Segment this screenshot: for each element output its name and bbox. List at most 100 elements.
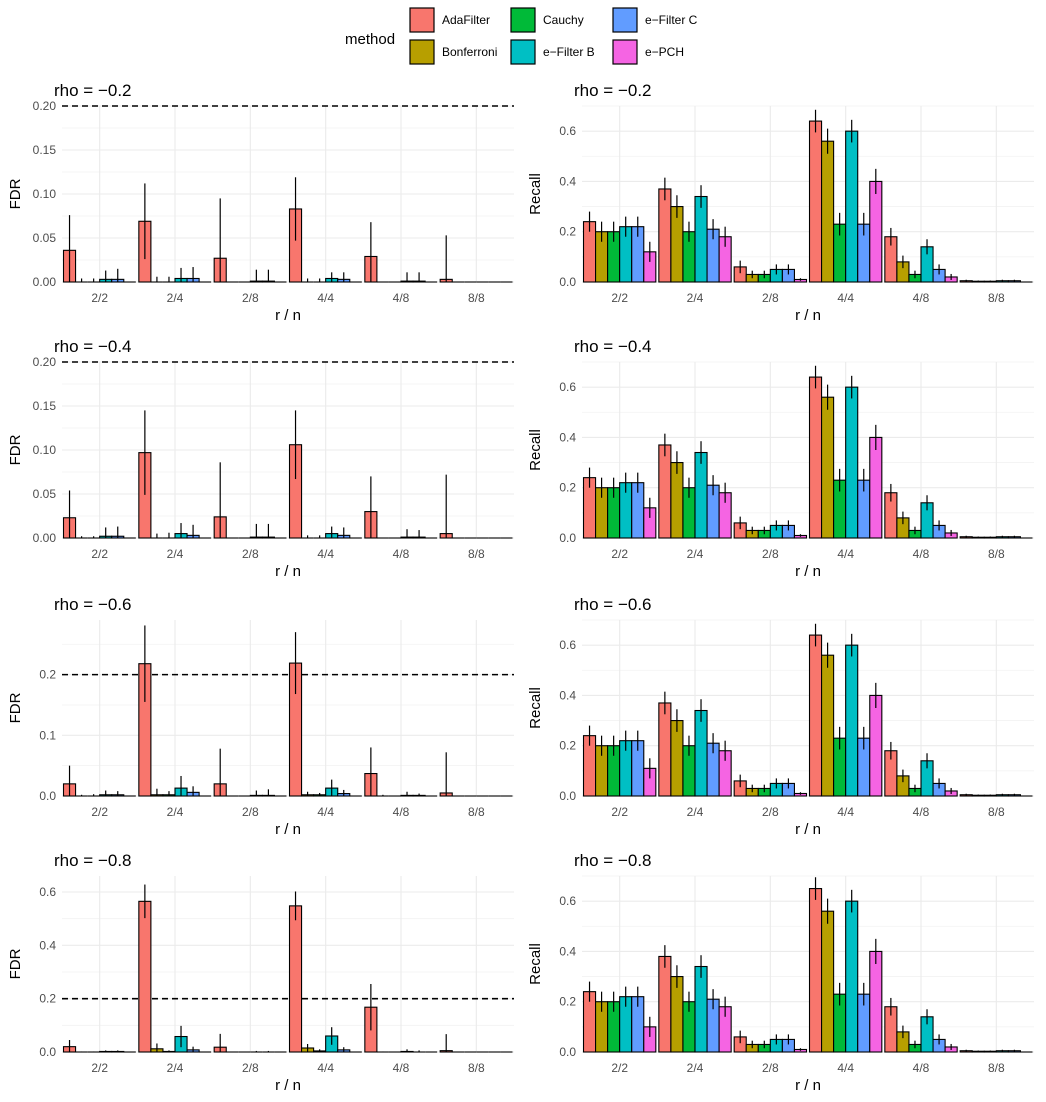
y-tick-label: 0.2 [559, 481, 576, 495]
x-tick-label: 2/2 [91, 291, 108, 305]
legend-title: method [345, 31, 395, 48]
y-tick-label: 0.6 [559, 124, 576, 138]
bar [658, 188, 672, 283]
x-tick-label: 4/4 [837, 547, 854, 561]
x-tick-label: 2/4 [167, 547, 184, 561]
y-tick-label: 0.2 [559, 225, 576, 239]
x-tick-label: 4/8 [393, 547, 410, 561]
x-axis-label: r / n [275, 1077, 301, 1094]
y-tick-label: 0.0 [559, 275, 576, 289]
x-axis-label: r / n [275, 563, 301, 580]
x-tick-label: 8/8 [468, 547, 485, 561]
legend-label: Bonferroni [442, 45, 497, 59]
x-tick-label: 2/8 [762, 291, 779, 305]
x-axis-label: r / n [275, 307, 301, 324]
x-tick-label: 4/4 [317, 291, 334, 305]
x-axis-label: r / n [795, 307, 821, 324]
y-axis-label: FDR [7, 434, 24, 465]
bar [808, 376, 823, 539]
x-tick-label: 2/2 [611, 1061, 628, 1075]
chart-title: rho = −0.2 [54, 81, 132, 100]
x-tick-label: 8/8 [988, 547, 1005, 561]
x-tick-label: 2/4 [687, 547, 704, 561]
y-tick-label: 0.0 [39, 1045, 56, 1059]
chart-panel: rho = −0.2 0.0 0.2 0.4 0.6 2/2 2/4 2/8 4/4 4/8 8/8… [527, 81, 1034, 324]
y-tick-label: 0.6 [39, 885, 56, 899]
y-tick-label: 0.20 [33, 99, 57, 113]
x-tick-label: 4/4 [317, 547, 334, 561]
y-tick-label: 0.0 [559, 1045, 576, 1059]
chart-title: rho = −0.6 [574, 595, 652, 614]
bar [869, 950, 883, 1053]
y-tick-label: 0.00 [33, 531, 57, 545]
y-tick-label: 0.10 [33, 187, 57, 201]
legend-key [409, 39, 435, 65]
chart-panel: rho = −0.8 0.0 0.2 0.4 0.6 2/2 2/4 2/8 4/4 4/8 8/8… [527, 851, 1034, 1094]
x-tick-label: 8/8 [468, 1061, 485, 1075]
y-tick-label: 0.00 [33, 275, 57, 289]
x-tick-label: 2/4 [167, 291, 184, 305]
legend-label: e−Filter B [543, 45, 595, 59]
y-tick-label: 0.2 [39, 668, 56, 682]
bar [845, 900, 859, 1053]
bar [658, 955, 672, 1053]
x-tick-label: 2/8 [762, 547, 779, 561]
bar [694, 709, 708, 797]
legend-key [409, 7, 435, 33]
chart-title: rho = −0.6 [54, 595, 132, 614]
chart-title: rho = −0.4 [54, 337, 132, 356]
bar [845, 644, 859, 797]
x-tick-label: 2/8 [242, 291, 259, 305]
x-tick-label: 4/8 [913, 547, 930, 561]
x-tick-label: 4/8 [393, 805, 410, 819]
x-tick-label: 2/4 [687, 1061, 704, 1075]
x-tick-label: 8/8 [988, 805, 1005, 819]
y-axis-label: FDR [7, 178, 24, 209]
y-axis-label: Recall [527, 429, 544, 471]
bar [845, 130, 859, 283]
x-tick-label: 2/8 [242, 547, 259, 561]
x-tick-label: 2/8 [762, 805, 779, 819]
bar [658, 444, 672, 539]
y-tick-label: 0.6 [559, 638, 576, 652]
legend-label: e−Filter C [645, 13, 698, 27]
bar [869, 436, 883, 539]
x-tick-label: 4/8 [913, 291, 930, 305]
y-tick-label: 0.4 [559, 944, 576, 958]
bar [694, 451, 708, 539]
bar [821, 396, 835, 539]
x-tick-label: 4/8 [393, 1061, 410, 1075]
x-tick-label: 4/4 [317, 1061, 334, 1075]
x-tick-label: 2/2 [91, 547, 108, 561]
y-tick-label: 0.4 [559, 174, 576, 188]
y-tick-label: 0.4 [559, 688, 576, 702]
bar [138, 900, 152, 1053]
bar [869, 694, 883, 797]
y-tick-label: 0.4 [559, 430, 576, 444]
y-tick-label: 0.2 [39, 992, 56, 1006]
bar [821, 654, 835, 797]
x-tick-label: 2/4 [167, 1061, 184, 1075]
x-tick-label: 8/8 [468, 805, 485, 819]
legend-key [510, 39, 536, 65]
legend: method AdaFilter Bonferroni Cauchy e−Filter… [345, 7, 698, 65]
chart-panel: rho = −0.6 0.0 0.1 0.2 2/2 2/4 2/8 4/4 4/8 8/8 r /… [7, 595, 514, 838]
y-tick-label: 0.6 [559, 380, 576, 394]
x-tick-label: 4/4 [317, 805, 334, 819]
chart-panel: rho = −0.4 0.00 0.05 0.10 0.15 0.20 2/2 2/4 2/8 4… [7, 337, 514, 580]
bar [808, 634, 823, 797]
y-tick-label: 0.20 [33, 355, 57, 369]
bar [845, 386, 859, 539]
bar [694, 195, 708, 283]
x-tick-label: 2/4 [687, 291, 704, 305]
bar [808, 888, 823, 1053]
y-tick-label: 0.2 [559, 739, 576, 753]
legend-key [612, 7, 638, 33]
y-tick-label: 0.1 [39, 728, 56, 742]
x-tick-label: 2/2 [611, 291, 628, 305]
y-axis-label: FDR [7, 948, 24, 979]
x-tick-label: 8/8 [988, 291, 1005, 305]
x-tick-label: 2/2 [611, 805, 628, 819]
